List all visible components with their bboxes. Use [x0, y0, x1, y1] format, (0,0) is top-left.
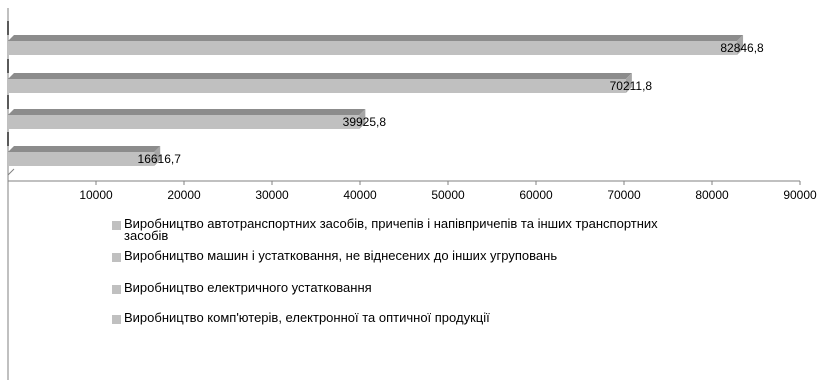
x-tick-label: 30000 [255, 188, 289, 202]
legend-swatch [112, 221, 121, 230]
x-axis: 10000 20000 30000 40000 50000 60000 70000 80000… [7, 168, 817, 202]
bar-side-face [625, 73, 632, 93]
bar [7, 132, 161, 166]
bar [7, 95, 366, 129]
data-label: 82846,8 [720, 41, 764, 55]
bar-front-face [8, 115, 360, 129]
legend-label: Виробництво машин і устатковання, не від… [124, 248, 558, 263]
bar-side-face [154, 146, 161, 166]
bar-top-face [8, 73, 632, 79]
bar-axis-mark [7, 95, 9, 109]
data-label: 16616,7 [138, 152, 182, 166]
x-tick-label: 20000 [167, 188, 201, 202]
legend-label: Виробництво електричного устатковання [124, 280, 372, 295]
bar-top-face [8, 35, 744, 41]
bars-group: 82846,8 70211,8 39925,8 16616,7 [7, 21, 764, 166]
bar [7, 59, 632, 93]
bar-front-face [8, 152, 155, 166]
x-tick-label: 10000 [79, 188, 113, 202]
x-tick-label: 90000 [783, 188, 817, 202]
bar-axis-mark [7, 132, 9, 146]
x-tick-label: 40000 [343, 188, 377, 202]
legend-swatch [112, 285, 121, 294]
x-tick-label: 60000 [519, 188, 553, 202]
legend-label: Виробництво комп'ютерів, електронної та … [124, 310, 490, 325]
bar-top-face [8, 109, 366, 115]
bar [7, 21, 744, 55]
x-axis-depth-line [7, 168, 15, 176]
bar-axis-mark [7, 59, 9, 73]
x-tick-label: 50000 [431, 188, 465, 202]
bar-front-face [8, 79, 626, 93]
x-tick-label: 70000 [607, 188, 641, 202]
legend-swatch [112, 315, 121, 324]
bar-front-face [8, 41, 738, 55]
data-label: 39925,8 [343, 115, 387, 129]
legend-label: Виробництво автотранспортних засобів, пр… [124, 216, 658, 243]
data-label: 70211,8 [610, 79, 653, 93]
bar-side-face [737, 35, 744, 55]
bar-top-face [8, 146, 161, 152]
x-tick-label: 80000 [695, 188, 729, 202]
bar-side-face [359, 109, 366, 129]
bar-axis-mark [7, 21, 9, 35]
legend-swatch [112, 253, 121, 262]
